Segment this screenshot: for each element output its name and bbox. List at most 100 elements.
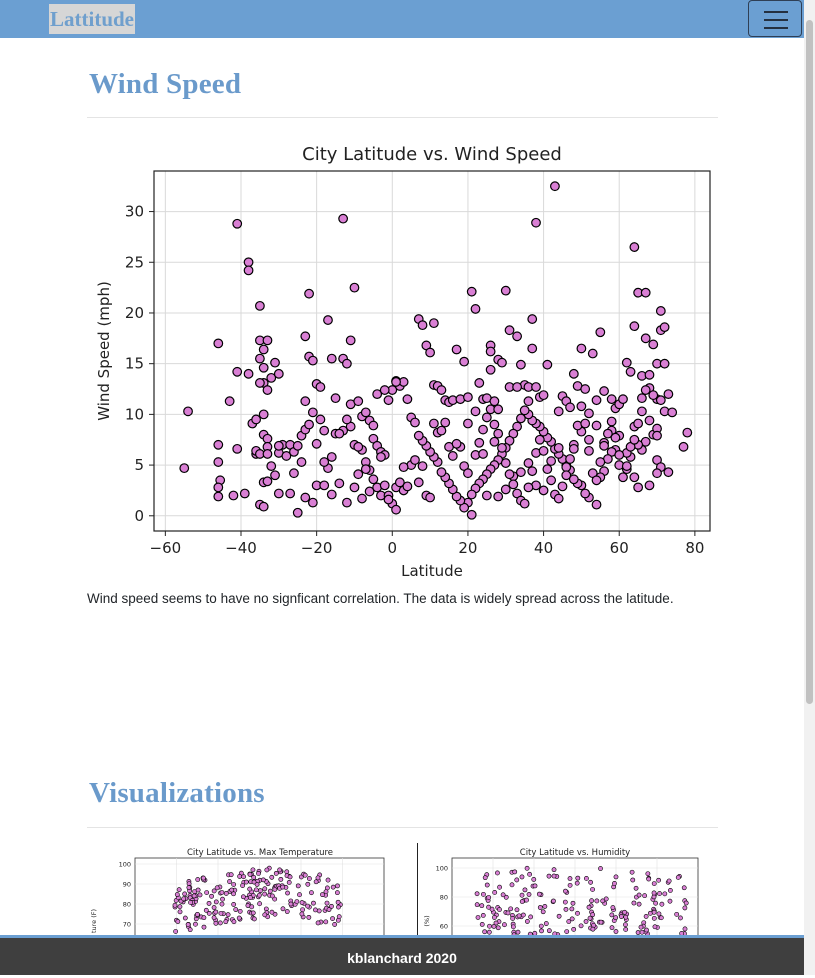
thumbnail-point bbox=[195, 912, 199, 916]
thumbnail-point bbox=[652, 910, 656, 914]
thumbnail-point bbox=[481, 892, 485, 896]
thumbnail-point bbox=[278, 868, 282, 872]
data-point bbox=[645, 416, 654, 425]
data-point bbox=[346, 336, 355, 345]
thumbnail-point bbox=[335, 891, 339, 895]
thumbnail-point bbox=[520, 875, 524, 879]
navbar-toggle-button[interactable] bbox=[748, 0, 802, 37]
thumbnail-tick-label: 100 bbox=[119, 861, 131, 869]
data-point bbox=[592, 396, 601, 405]
data-point bbox=[233, 367, 242, 376]
data-point bbox=[566, 403, 575, 412]
thumbnail-point bbox=[252, 917, 256, 921]
navbar: Lattitude bbox=[0, 0, 804, 38]
data-point bbox=[513, 332, 522, 341]
x-tick-label: −40 bbox=[225, 539, 257, 557]
thumbnail-point bbox=[614, 916, 618, 920]
thumbnail-point bbox=[337, 915, 341, 919]
thumbnail-point bbox=[575, 881, 579, 885]
thumbnail-point bbox=[234, 907, 238, 911]
x-tick-label: −20 bbox=[301, 539, 333, 557]
data-point bbox=[354, 443, 363, 452]
thumbnail-point bbox=[196, 888, 200, 892]
x-tick-label: 0 bbox=[388, 539, 398, 557]
thumbnail-point bbox=[564, 907, 568, 911]
data-point bbox=[509, 480, 518, 489]
thumbnail-point bbox=[196, 877, 200, 881]
data-point bbox=[471, 305, 480, 314]
thumbnail-point bbox=[636, 930, 640, 934]
thumbnail-point bbox=[173, 903, 177, 907]
data-point bbox=[331, 394, 340, 403]
thumbnail-point bbox=[595, 899, 599, 903]
data-point bbox=[350, 283, 359, 292]
thumbnail-max-temperature[interactable]: City Latitude vs. Max Temperature 100 90 80… bbox=[87, 843, 417, 935]
footer: kblanchard 2020 bbox=[0, 935, 804, 975]
x-tick-label: −60 bbox=[150, 539, 182, 557]
data-point bbox=[282, 452, 291, 461]
data-point bbox=[240, 489, 249, 498]
scrollbar-thumb[interactable] bbox=[806, 20, 813, 704]
thumbnail-point bbox=[667, 879, 671, 883]
data-point bbox=[607, 395, 616, 404]
data-point bbox=[263, 450, 272, 459]
thumbnail-point bbox=[494, 921, 498, 925]
thumbnail-humidity[interactable]: City Latitude vs. Humidity 100 80 60 (%) bbox=[420, 843, 720, 935]
thumbnail-point bbox=[612, 881, 616, 885]
data-point bbox=[244, 258, 253, 267]
thumbnail-y-label: (%) bbox=[423, 915, 431, 926]
data-point bbox=[528, 344, 537, 353]
thumbnail-point bbox=[336, 900, 340, 904]
navbar-brand[interactable]: Lattitude bbox=[49, 4, 135, 34]
data-point bbox=[475, 438, 484, 447]
thumbnail-point bbox=[300, 912, 304, 916]
data-point bbox=[539, 486, 548, 495]
thumbnail-point bbox=[592, 923, 596, 927]
data-point bbox=[214, 441, 223, 450]
x-tick-label: 20 bbox=[458, 539, 477, 557]
data-point bbox=[441, 418, 450, 427]
data-point bbox=[649, 340, 658, 349]
thumbnail-point bbox=[567, 919, 571, 923]
data-point bbox=[259, 502, 268, 511]
data-point bbox=[259, 363, 268, 372]
thumbnail-point bbox=[176, 919, 180, 923]
data-point bbox=[214, 492, 223, 501]
data-point bbox=[384, 396, 393, 405]
thumbnail-point bbox=[265, 868, 269, 872]
thumbnail-point bbox=[248, 895, 252, 899]
thumbnail-point bbox=[492, 915, 496, 919]
thumbnail-tick-label: 90 bbox=[123, 881, 131, 889]
wind-speed-chart: −60 −40 −20 0 20 40 60 80051015202530City Latit… bbox=[87, 134, 717, 584]
thumbnail-point bbox=[237, 916, 241, 920]
data-point bbox=[641, 334, 650, 343]
data-point bbox=[660, 323, 669, 332]
data-point bbox=[664, 468, 673, 477]
thumbnail-point bbox=[207, 901, 211, 905]
data-point bbox=[619, 473, 628, 482]
thumbnail-point bbox=[281, 907, 285, 911]
thumbnail-point bbox=[214, 921, 218, 925]
data-point bbox=[554, 444, 563, 453]
thumbnail-point bbox=[568, 883, 572, 887]
data-point bbox=[256, 302, 265, 311]
data-point bbox=[259, 410, 268, 419]
data-point bbox=[252, 415, 261, 424]
thumbnail-point bbox=[251, 868, 255, 872]
data-point bbox=[437, 386, 446, 395]
thumbnail-point bbox=[563, 900, 567, 904]
thumbnail-point bbox=[238, 874, 242, 878]
data-point bbox=[275, 442, 284, 451]
thumbnail-point bbox=[254, 888, 258, 892]
thumbnail-point bbox=[532, 877, 536, 881]
data-point bbox=[286, 489, 295, 498]
data-point bbox=[551, 182, 560, 191]
thumbnail-point bbox=[258, 889, 262, 893]
thumbnail-point bbox=[296, 884, 300, 888]
thumbnail-point bbox=[525, 866, 529, 870]
data-point bbox=[479, 425, 488, 434]
data-point bbox=[668, 408, 677, 417]
data-point bbox=[483, 491, 492, 500]
thumbnail-point bbox=[634, 886, 638, 890]
data-point bbox=[653, 431, 662, 440]
